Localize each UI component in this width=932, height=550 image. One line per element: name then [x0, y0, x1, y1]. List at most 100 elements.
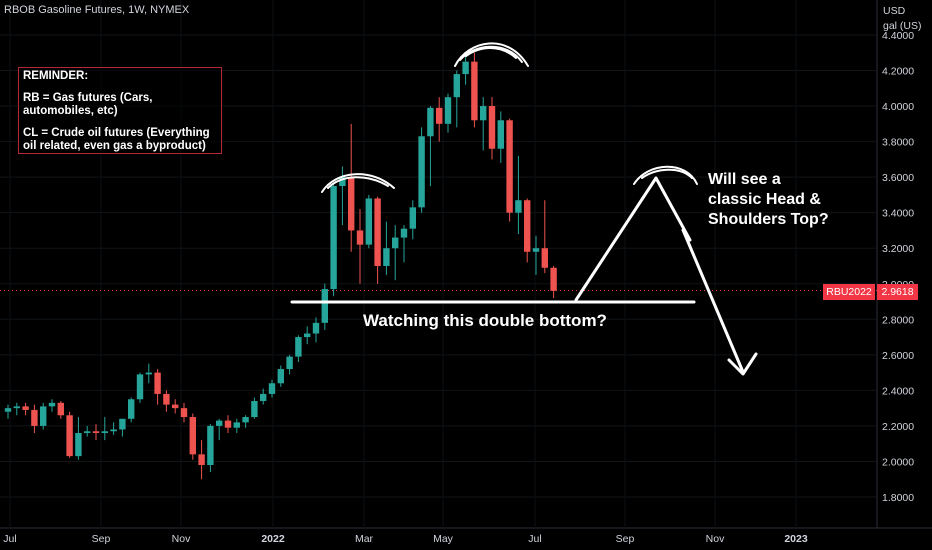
price-unit: USD gal (US) [883, 4, 922, 34]
candle [444, 93, 452, 133]
candle [260, 388, 267, 405]
x-tick-label: Jul [528, 533, 541, 545]
candle-body [400, 228, 408, 238]
candle-body [330, 186, 337, 290]
x-tick-label: Nov [706, 533, 725, 545]
candle-body [242, 417, 249, 423]
candle-body [13, 406, 20, 409]
candle [136, 372, 144, 403]
y-tick-label: 3.2000 [882, 243, 914, 255]
chart-title: RBOB Gasoline Futures, 1W, NYMEX [4, 4, 190, 16]
y-tick-label: 2.2000 [882, 421, 914, 433]
candle-body [532, 248, 540, 252]
candle [348, 123, 355, 252]
candle-body [84, 431, 91, 434]
candle-body [541, 248, 548, 268]
candle [286, 354, 293, 375]
candle-body [436, 107, 443, 124]
candle-body [383, 248, 390, 266]
candle-body [409, 207, 416, 229]
y-tick-label: 3.6000 [882, 172, 914, 184]
candle-body [233, 422, 240, 428]
candle [550, 265, 557, 298]
left-shoulder-scribble [321, 173, 395, 193]
candle-body [154, 372, 161, 394]
candle-body [31, 409, 38, 426]
candle-body [515, 200, 522, 213]
candle [515, 155, 522, 235]
candle [22, 402, 29, 416]
unit-measure: gal (US) [883, 20, 922, 32]
candle-body [497, 120, 504, 149]
candle-body [48, 402, 56, 407]
candle [4, 404, 12, 419]
time-axis[interactable]: Jul Sep Nov 2022 Mar May Jul Sep Nov 2023 [3, 533, 808, 545]
candle-body [22, 406, 29, 410]
candle [84, 425, 91, 437]
candle-body [488, 106, 496, 149]
candle-body [40, 406, 47, 426]
candle [392, 225, 399, 281]
candle [216, 418, 223, 441]
candle-body [110, 429, 117, 432]
head-scribble [454, 42, 529, 67]
head-shoulders-note[interactable]: Will see a classic Head & Shoulders Top? [708, 171, 829, 228]
candle [471, 52, 478, 128]
x-tick-label: Nov [172, 533, 191, 545]
candle-body [418, 136, 425, 208]
candle-body [136, 374, 144, 400]
candle [145, 363, 152, 384]
candle [383, 221, 390, 275]
y-tick-label: 4.0000 [882, 101, 914, 113]
candle-body [268, 383, 276, 394]
candle [480, 97, 487, 151]
candle-body [216, 420, 223, 426]
x-tick-label: Jul [3, 533, 16, 545]
x-tick-label: May [433, 533, 454, 545]
x-tick-label: Sep [616, 533, 635, 545]
candle-body [101, 431, 108, 434]
candle-body [145, 372, 152, 375]
y-tick-label: 4.2000 [882, 66, 914, 78]
candle [400, 225, 408, 263]
candle [436, 97, 443, 142]
price-axis[interactable]: 1.80002.00002.20002.40002.60002.80003.00… [882, 30, 914, 504]
candle [330, 184, 337, 297]
candle [180, 402, 188, 423]
candle-body [524, 200, 531, 252]
candle [488, 97, 496, 160]
candle [365, 194, 372, 249]
x-tick-label: 2022 [261, 533, 285, 545]
candle-body [312, 322, 320, 334]
candle-body [92, 431, 100, 434]
projection-arrow-path[interactable] [574, 176, 745, 374]
candle [110, 422, 117, 435]
candle [224, 415, 232, 434]
candle [409, 200, 416, 240]
candle-body [75, 433, 82, 457]
candle-body [224, 420, 232, 428]
candle [48, 399, 56, 412]
candle [277, 365, 284, 387]
candle [40, 402, 47, 430]
double-bottom-note[interactable]: Watching this double bottom? [363, 311, 607, 330]
candle [163, 390, 170, 412]
candle [198, 440, 205, 480]
y-tick-label: 2.4000 [882, 385, 914, 397]
projection-arrowhead[interactable] [727, 352, 758, 376]
candle-body [550, 267, 557, 291]
candle [207, 424, 214, 473]
candle [101, 417, 108, 441]
candle [295, 335, 302, 362]
candles [4, 52, 557, 480]
reminder-note[interactable]: REMINDER: RB = Gas futures (Cars, automo… [18, 67, 222, 154]
unit-currency: USD [883, 5, 906, 17]
candle-body [198, 454, 205, 466]
candle [356, 209, 364, 284]
candle-body [453, 74, 460, 98]
candle-body [471, 61, 478, 121]
candle-body [207, 425, 214, 466]
y-tick-label: 1.8000 [882, 492, 914, 504]
candle-body [260, 393, 267, 402]
